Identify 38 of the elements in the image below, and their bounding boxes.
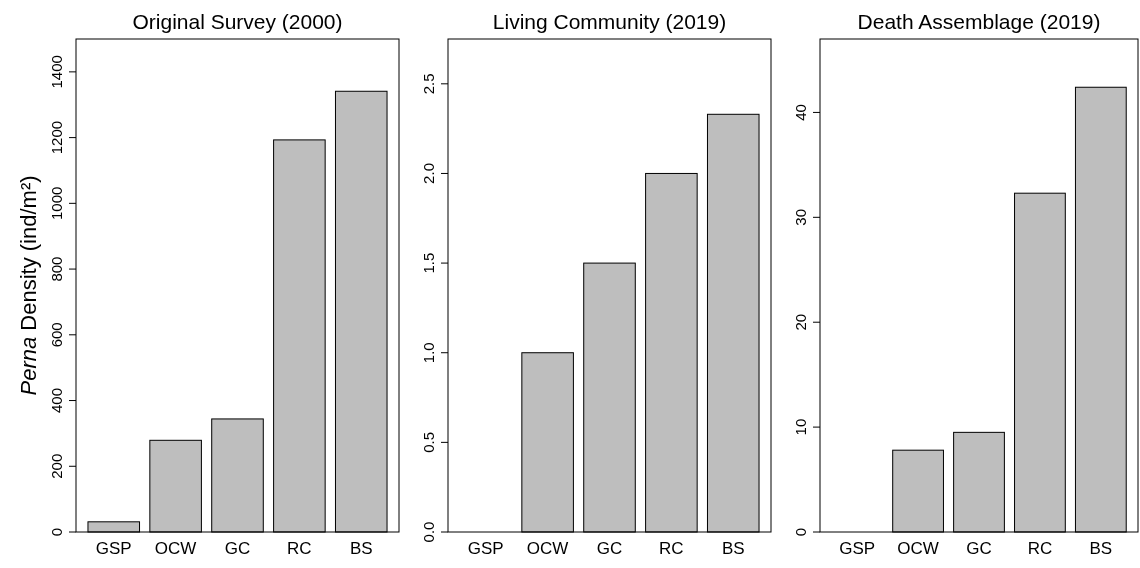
y-tick-label: 1.0 [420,342,437,364]
y-tick-label: 1000 [48,186,65,221]
y-tick-label: 0 [792,527,809,537]
x-tick-label: GC [596,539,623,558]
y-tick-label: 400 [48,388,65,414]
x-tick-label: GC [966,539,992,558]
x-tick-label: RC [659,539,684,558]
x-tick-label: OCW [897,539,939,558]
y-tick-label: 800 [48,256,65,282]
chart-title: Death Assemblage (2019) [857,10,1101,33]
x-tick-label: OCW [154,539,197,558]
y-tick-label: 0.5 [420,431,437,453]
x-tick-label: RC [287,539,312,558]
x-tick-label: BS [349,539,373,558]
y-tick-label: 600 [48,322,65,348]
y-tick-label: 200 [48,453,65,479]
y-tick-label: 2.0 [420,163,437,184]
y-tick-label: 20 [792,313,809,331]
x-tick-label: OCW [526,539,569,558]
x-tick-label: RC [1027,539,1053,558]
y-tick-label: 1.5 [420,252,437,274]
x-tick-label: GSP [95,539,132,558]
y-axis-title: Perna Density (ind/m²) [16,175,41,396]
y-tick-label: 1200 [48,120,65,155]
chart-title: Original Survey (2000) [132,10,343,33]
y-tick-label: 0.0 [420,521,437,543]
chart-title: Living Community (2019) [492,10,727,33]
x-tick-label: GSP [839,539,876,558]
x-tick-label: GSP [467,539,504,558]
y-tick-label: 2.5 [420,73,437,95]
y-tick-label: 30 [792,208,809,226]
x-tick-label: GC [224,539,251,558]
x-tick-label: BS [1089,539,1113,558]
x-tick-label: BS [721,539,745,558]
y-tick-label: 10 [792,418,809,436]
y-tick-label: 1400 [48,55,65,89]
y-tick-label: 0 [48,527,65,537]
y-tick-label: 40 [792,104,809,121]
